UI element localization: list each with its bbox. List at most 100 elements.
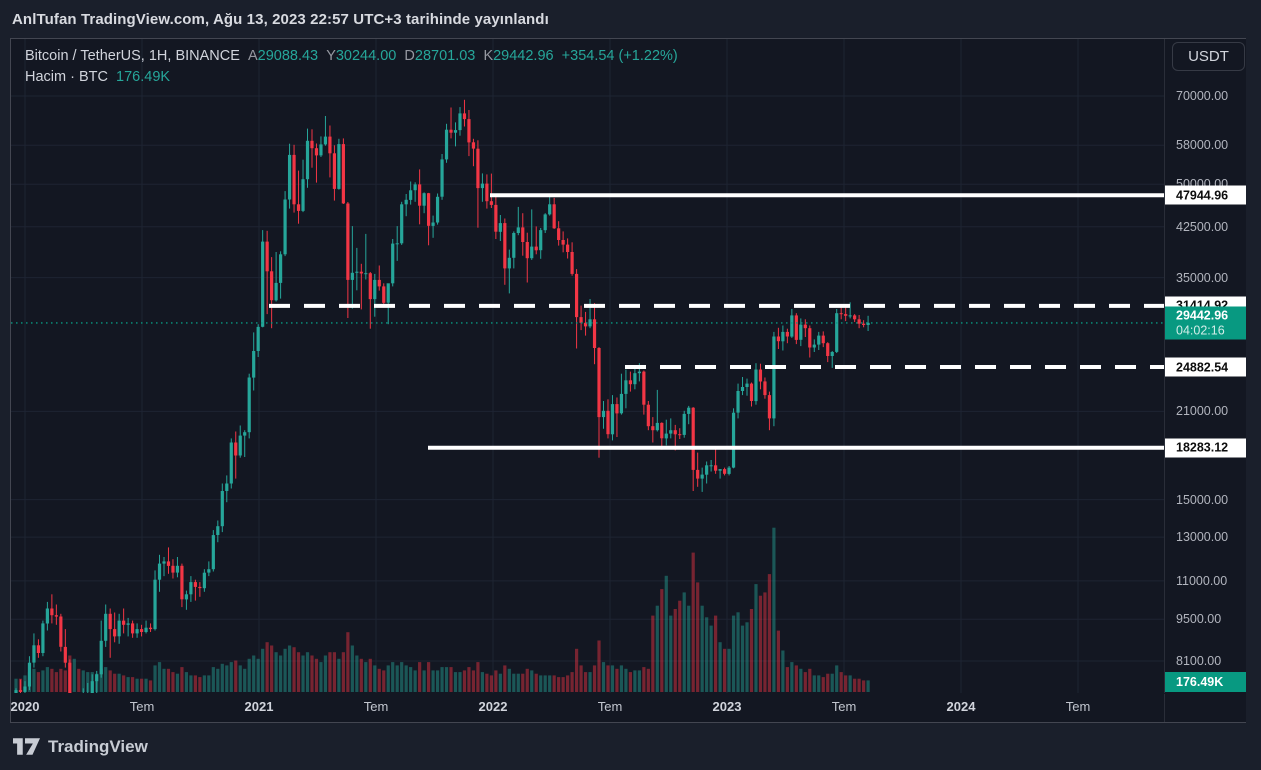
volume-bar xyxy=(494,670,498,692)
volume-bar xyxy=(579,665,583,692)
price-tick-label: 9500.00 xyxy=(1176,612,1222,627)
candle-body xyxy=(153,579,157,630)
volume-bar xyxy=(45,667,49,692)
candle-body xyxy=(135,629,139,634)
candle-body xyxy=(763,381,767,396)
candle-body xyxy=(45,608,49,624)
currency-toggle-button[interactable]: USDT xyxy=(1172,42,1245,71)
volume-bar xyxy=(498,673,502,692)
volume-bar xyxy=(763,592,767,692)
volume-bar xyxy=(63,670,67,692)
volume-bar xyxy=(516,673,520,692)
candle-body xyxy=(377,279,381,287)
candle-body xyxy=(516,227,520,233)
volume-bar xyxy=(615,668,619,692)
candle-body xyxy=(382,286,386,303)
time-axis[interactable]: 2020 Tem 2021 Tem 2022 Tem 2023 Tem 2024 Tem xyxy=(11,694,1165,722)
candle-body xyxy=(225,483,229,491)
candle-body xyxy=(162,561,166,564)
volume-bar xyxy=(521,673,525,692)
candle-body xyxy=(323,136,328,145)
candle-body xyxy=(660,422,664,439)
volume-bar xyxy=(198,677,202,692)
candle-body xyxy=(458,113,462,131)
volume-bar xyxy=(808,668,812,692)
volume-bar xyxy=(642,667,646,692)
volume-bar xyxy=(530,670,534,692)
candle-body xyxy=(539,230,543,251)
time-tick-label: 2024 xyxy=(946,699,976,714)
candle-body xyxy=(610,404,615,435)
volume-bar xyxy=(830,673,834,692)
volume-bar xyxy=(655,605,659,692)
candle-body xyxy=(503,223,507,269)
candle-body xyxy=(848,315,852,317)
price-axis[interactable]: USDT 70000.00 58000.00 50000.00 42500.00 350… xyxy=(1165,39,1246,722)
candle-body xyxy=(36,645,41,653)
price-chart-pane[interactable] xyxy=(11,39,1165,693)
candle-body xyxy=(238,435,242,456)
candle-body xyxy=(319,144,323,156)
candle-body xyxy=(171,565,175,573)
candle-body xyxy=(579,317,583,323)
candle-body xyxy=(754,369,758,402)
candle-body xyxy=(59,616,63,647)
volume-bar xyxy=(113,673,117,692)
volume-bar xyxy=(292,647,296,692)
candle-body xyxy=(157,563,162,580)
tradingview-brand-link[interactable]: TradingView xyxy=(13,737,148,757)
volume-bar xyxy=(552,675,556,692)
candle-body xyxy=(404,199,408,205)
volume-bar xyxy=(844,675,848,692)
volume-bar xyxy=(418,662,422,692)
volume-bar xyxy=(162,668,166,692)
current-price-label: 29442.96 04:02:16 xyxy=(1165,306,1246,340)
candle-body xyxy=(485,183,489,202)
candle-body xyxy=(279,254,283,283)
volume-bar xyxy=(32,668,36,692)
volume-bar xyxy=(14,678,18,692)
candle-body xyxy=(14,690,18,693)
candle-body xyxy=(740,387,745,391)
candle-body xyxy=(534,246,538,251)
volume-bar xyxy=(243,668,247,692)
candle-body xyxy=(373,279,377,300)
volume-bar xyxy=(866,680,870,692)
volume-bar xyxy=(812,675,816,692)
volume-bar xyxy=(705,617,709,692)
candle-body xyxy=(413,184,417,191)
candle-body xyxy=(435,196,440,223)
tradingview-logo-icon xyxy=(13,738,40,755)
candle-body xyxy=(193,582,197,587)
volume-bar xyxy=(772,527,776,692)
volume-bar xyxy=(166,668,171,692)
candle-body xyxy=(817,335,821,345)
volume-bar xyxy=(77,668,81,692)
volume-bar xyxy=(144,678,148,692)
candle-body xyxy=(615,404,619,414)
volume-bar xyxy=(534,673,538,692)
volume-bar xyxy=(817,675,821,692)
volume-bar xyxy=(108,670,112,692)
candle-body xyxy=(624,380,628,394)
volume-bar xyxy=(252,655,256,692)
volume-bar xyxy=(776,630,780,692)
volume-bar xyxy=(561,677,565,692)
candle-body xyxy=(422,193,426,206)
candle-body xyxy=(328,136,332,154)
volume-bar xyxy=(543,675,547,692)
candle-body xyxy=(691,407,695,470)
price-tick-label: 58000.00 xyxy=(1176,138,1229,153)
candle-body xyxy=(808,328,812,348)
volume-bar xyxy=(350,645,354,692)
volume-bar xyxy=(355,655,359,692)
candle-body xyxy=(386,283,390,303)
candle-body xyxy=(256,326,260,351)
candle-body xyxy=(63,646,67,663)
candle-body xyxy=(296,204,301,211)
volume-bar xyxy=(678,600,682,692)
candle-body xyxy=(292,154,296,205)
tradingview-brand-text: TradingView xyxy=(48,736,148,756)
candle-body xyxy=(812,344,816,348)
